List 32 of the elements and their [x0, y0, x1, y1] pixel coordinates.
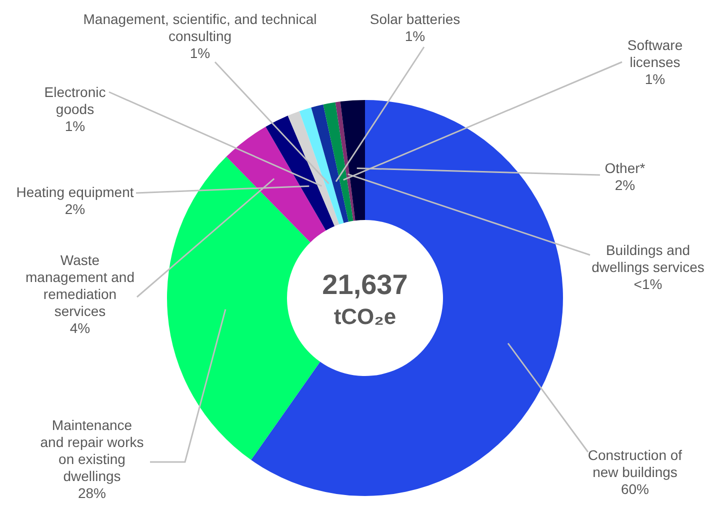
slice-label: Buildings and dwellings services: [592, 242, 704, 275]
slice-label: Solar batteries: [370, 11, 460, 27]
data-label: 2%: [614, 177, 636, 193]
data-label: 1%: [404, 28, 426, 44]
slice-label: Heating equipment: [16, 184, 134, 200]
data-label: 60%: [620, 481, 650, 497]
data-label: 28%: [78, 485, 106, 501]
slice-label: Waste management and remediation services: [26, 252, 134, 319]
slice-label: Other*: [604, 160, 646, 176]
donut-slice: [311, 104, 349, 223]
text: tCO₂e: [334, 304, 396, 329]
donut-slice: [335, 102, 356, 221]
text: 21,637: [322, 269, 408, 300]
slice-label: Software licenses: [627, 37, 683, 70]
slice-label: Maintenance and repair works on existing dwellings: [40, 417, 144, 484]
donut-slice: [266, 116, 335, 231]
data-label: 4%: [70, 320, 90, 336]
donut-slice: [340, 100, 365, 221]
donut-slice: [167, 156, 320, 460]
donut-slice: [288, 111, 340, 226]
donut-slice: [323, 102, 354, 222]
slice-label: Management, scientific, and technical consulting: [83, 11, 317, 44]
donut-slice: [299, 107, 344, 224]
donut-slice: [251, 100, 563, 496]
data-label: 2%: [64, 201, 86, 217]
donut-slice: [226, 126, 326, 242]
slice-label: Construction of new buildings: [588, 447, 682, 480]
data-label: <1%: [634, 276, 662, 292]
slice-label: Electronic goods: [44, 84, 106, 117]
data-label: 1%: [64, 118, 86, 134]
data-label: 1%: [190, 45, 210, 61]
data-label: 1%: [644, 71, 666, 87]
